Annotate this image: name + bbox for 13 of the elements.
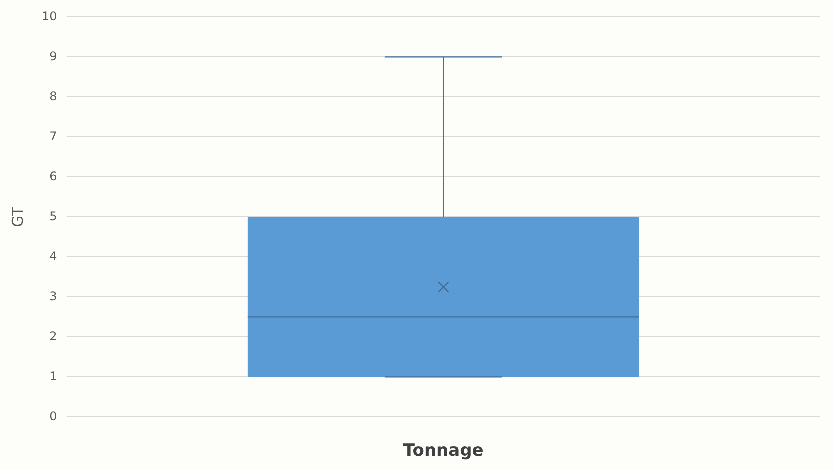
y-tick-label: 4 [50, 249, 58, 264]
y-tick-label: 5 [50, 209, 58, 224]
y-tick-label: 0 [50, 409, 58, 424]
y-axis-title: GT [8, 206, 27, 228]
y-tick-label: 3 [50, 289, 58, 304]
y-tick-label: 8 [50, 89, 58, 104]
y-tick-label: 9 [50, 49, 58, 64]
y-tick-label: 2 [50, 329, 58, 344]
y-tick-label: 7 [50, 129, 58, 144]
y-tick-label: 10 [42, 9, 58, 24]
x-axis-title: Tonnage [403, 441, 484, 462]
y-tick-label: 1 [50, 369, 58, 384]
y-tick-label: 6 [50, 169, 58, 184]
